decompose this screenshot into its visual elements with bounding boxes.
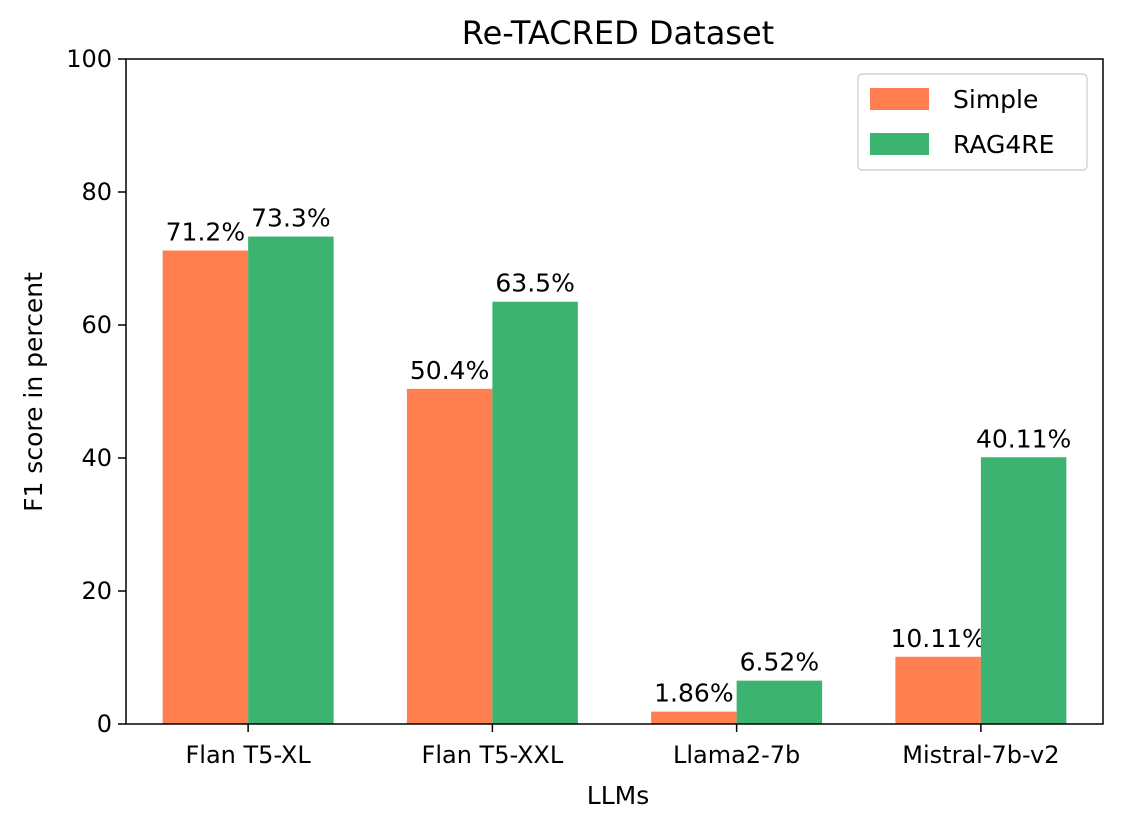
y-tick-label: 20: [81, 577, 112, 605]
data-label: 73.3%: [251, 204, 330, 233]
x-tick-label: Flan T5-XL: [186, 741, 312, 769]
legend-swatch-rag4re: [870, 133, 929, 155]
legend-label: Simple: [953, 85, 1038, 114]
y-tick-label: 60: [81, 311, 112, 339]
data-label: 50.4%: [410, 356, 489, 385]
x-tick-label: Flan T5-XXL: [422, 741, 564, 769]
y-tick-label: 40: [81, 444, 112, 472]
chart-title: Re-TACRED Dataset: [462, 14, 774, 52]
x-tick-label: Mistral-7b-v2: [902, 741, 1059, 769]
bar-rag4re: [980, 457, 1067, 724]
bar-simple: [406, 388, 493, 724]
plot-frame: [125, 58, 1104, 725]
data-label: 1.86%: [654, 679, 733, 708]
data-label: 71.2%: [166, 218, 245, 247]
x-tick-label: Llama2-7b: [673, 741, 800, 769]
data-label: 10.11%: [890, 624, 985, 653]
legend-swatch-simple: [870, 88, 929, 110]
bar-simple: [162, 250, 249, 724]
legend-label: RAG4RE: [953, 130, 1054, 159]
bar-rag4re: [248, 236, 334, 724]
data-label: 6.52%: [740, 648, 819, 677]
data-label: 63.5%: [495, 269, 574, 298]
data-label: 40.11%: [976, 424, 1071, 453]
bar-simple: [651, 711, 737, 724]
x-axis-label: LLMs: [587, 781, 649, 810]
plot-area: 71.2% 73.3% Flan T5-XL 50.4% 63.5% Flan T5-XX…: [66, 45, 1104, 769]
bar-rag4re: [492, 301, 578, 724]
bar-rag4re: [736, 680, 823, 724]
y-tick-label: 100: [66, 45, 112, 73]
legend: Simple RAG4RE: [857, 73, 1088, 171]
y-axis-label: F1 score in percent: [19, 272, 48, 512]
bar-simple: [895, 656, 981, 724]
y-tick-label: 80: [81, 178, 112, 206]
y-tick-label: 0: [97, 710, 112, 738]
